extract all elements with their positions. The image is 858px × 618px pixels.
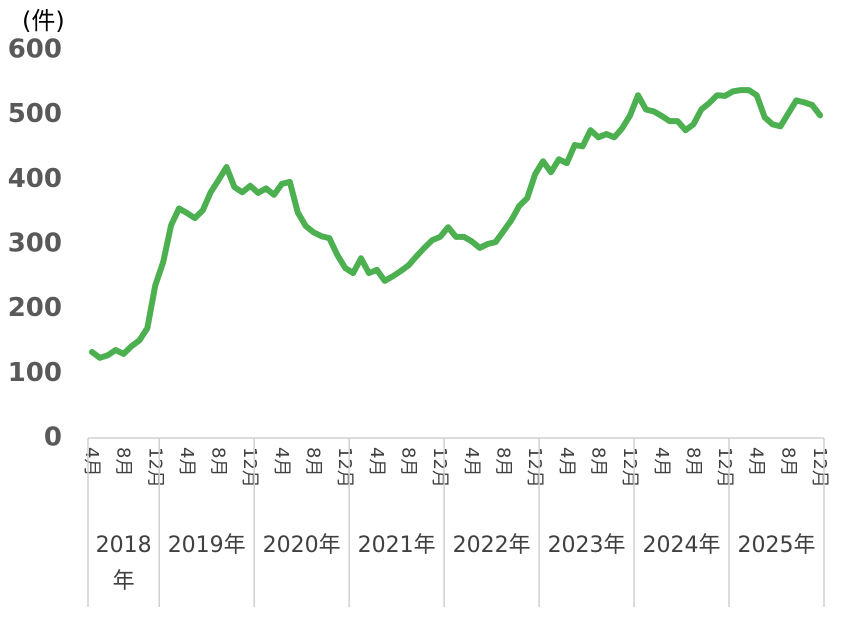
x-tick-label: 12月 <box>239 447 260 488</box>
x-tick-label: 12月 <box>524 447 545 488</box>
x-tick-label: 12月 <box>714 447 735 488</box>
x-tick-label: 4月 <box>271 447 292 476</box>
x-tick-label: 4月 <box>81 447 102 476</box>
x-tick-label: 4月 <box>746 447 767 476</box>
year-label: 2024年 <box>642 533 721 558</box>
y-tick-label: 400 <box>8 164 62 194</box>
x-tick-label: 12月 <box>144 447 165 488</box>
x-tick-label: 8月 <box>208 447 229 476</box>
year-label: 2018年 <box>95 533 152 594</box>
x-tick-label: 4月 <box>366 447 387 476</box>
year-label: 2023年 <box>547 533 626 558</box>
x-tick-label: 8月 <box>398 447 419 476</box>
y-tick-label: 600 <box>8 35 62 65</box>
year-label: 2019年 <box>167 533 246 558</box>
y-tick-label: 0 <box>44 423 62 453</box>
x-tick-label: 4月 <box>461 447 482 476</box>
x-tick-label: 8月 <box>113 447 134 476</box>
year-label: 2025年 <box>737 533 816 558</box>
x-tick-label: 8月 <box>303 447 324 476</box>
x-tick-label: 12月 <box>809 447 830 488</box>
x-tick-label: 8月 <box>492 447 513 476</box>
y-tick-label: 200 <box>8 293 62 323</box>
y-tick-label: 500 <box>8 99 62 129</box>
x-tick-label: 8月 <box>587 447 608 476</box>
y-unit-label: (件) <box>22 7 65 35</box>
x-tick-label: 12月 <box>429 447 450 488</box>
x-tick-label: 4月 <box>556 447 577 476</box>
x-tick-label: 4月 <box>651 447 672 476</box>
y-tick-label: 300 <box>8 229 62 259</box>
line <box>88 87 824 361</box>
x-tick-label: 8月 <box>682 447 703 476</box>
x-tick-label: 4月 <box>176 447 197 476</box>
x-tick-label: 12月 <box>619 447 640 488</box>
year-label: 2022年 <box>452 533 531 558</box>
x-tick-label: 12月 <box>334 447 355 488</box>
year-label: 2021年 <box>357 533 436 558</box>
x-tick-label: 8月 <box>777 447 798 476</box>
y-tick-label: 100 <box>8 358 62 388</box>
year-label: 2020年 <box>262 533 341 558</box>
